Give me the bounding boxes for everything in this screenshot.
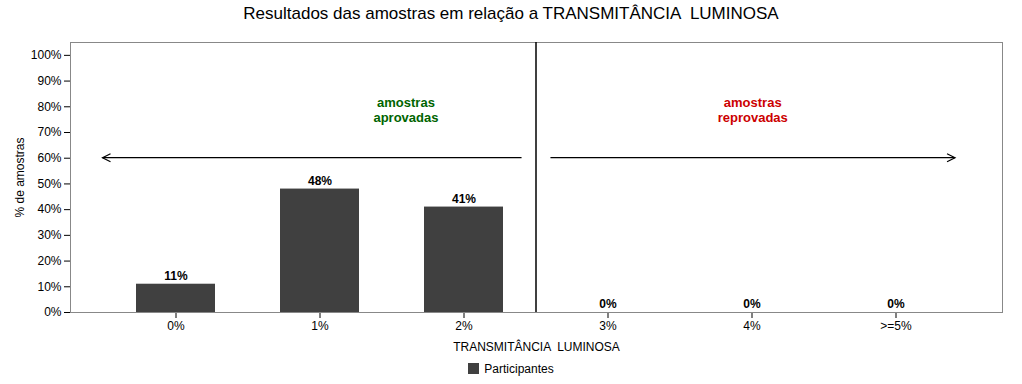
svg-text:amostrasaprovadas: amostrasaprovadas: [373, 95, 438, 126]
svg-text:% de amostras: % de amostras: [13, 137, 27, 217]
svg-text:0%: 0%: [599, 297, 617, 311]
svg-text:90%: 90%: [37, 74, 61, 88]
svg-text:40%: 40%: [37, 202, 61, 216]
svg-text:50%: 50%: [37, 177, 61, 191]
svg-text:20%: 20%: [37, 254, 61, 268]
svg-text:amostrasreprovadas: amostrasreprovadas: [718, 95, 788, 126]
svg-text:48%: 48%: [308, 174, 332, 188]
svg-text:0%: 0%: [887, 297, 905, 311]
html-text:Participantes: Participantes: [484, 362, 554, 376]
svg-text:1%: 1%: [311, 319, 329, 333]
svg-text:60%: 60%: [37, 151, 61, 165]
svg-text:4%: 4%: [743, 319, 761, 333]
svg-text:10%: 10%: [37, 280, 61, 294]
svg-text:0%: 0%: [743, 297, 761, 311]
svg-text:>=5%: >=5%: [880, 319, 912, 333]
svg-text:70%: 70%: [37, 125, 61, 139]
svg-text:41%: 41%: [452, 192, 476, 206]
svg-text:100%: 100%: [31, 48, 62, 62]
svg-text:0%: 0%: [44, 305, 62, 319]
svg-text:80%: 80%: [37, 100, 61, 114]
svg-text:2%: 2%: [455, 319, 473, 333]
svg-text:30%: 30%: [37, 228, 61, 242]
svg-text:TRANSMITÂNCIA LUMINOSA: TRANSMITÂNCIA LUMINOSA: [453, 339, 620, 354]
svg-text:3%: 3%: [599, 319, 617, 333]
svg-text:0%: 0%: [167, 319, 185, 333]
svg-text:11%: 11%: [164, 269, 188, 283]
html-text:Resultados das amostras em rel: Resultados das amostras em relação a TRA…: [243, 4, 779, 23]
